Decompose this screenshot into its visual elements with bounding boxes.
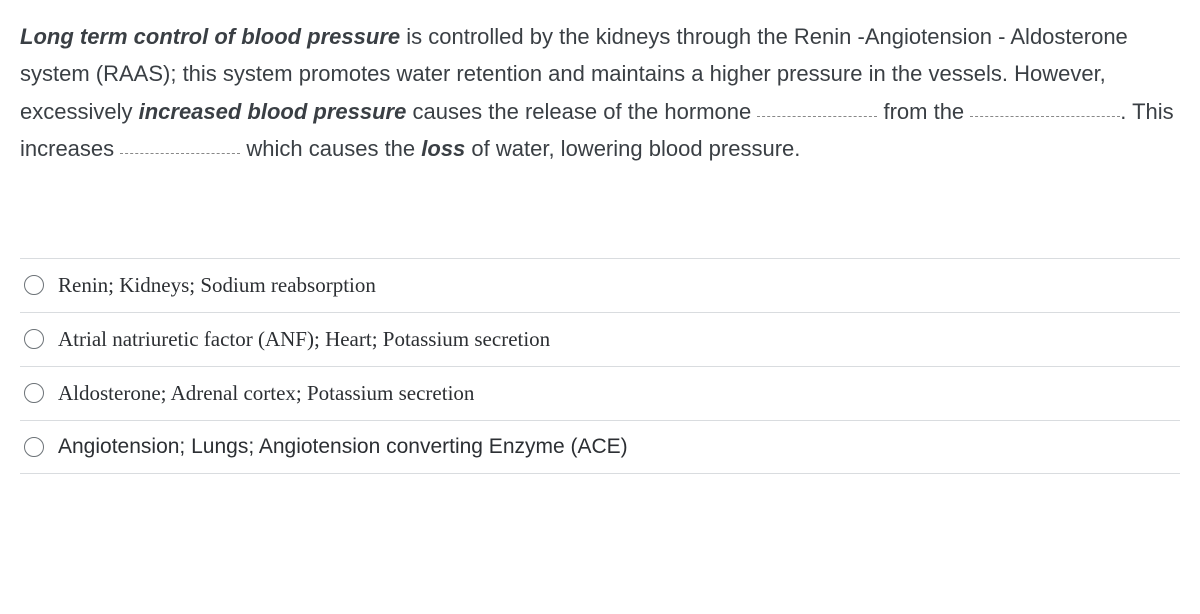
option-row[interactable]: Atrial natriuretic factor (ANF); Heart; …	[20, 313, 1180, 367]
blank-1	[757, 95, 877, 117]
option-row[interactable]: Angiotension; Lungs; Angiotension conver…	[20, 421, 1180, 474]
option-label: Aldosterone; Adrenal cortex; Potassium s…	[58, 381, 474, 406]
radio-icon[interactable]	[24, 275, 44, 295]
stem-text-5: from the	[877, 99, 970, 124]
blank-3	[120, 132, 240, 154]
stem-emph-1: Long term control of blood pressure	[20, 24, 400, 49]
option-row[interactable]: Renin; Kidneys; Sodium reabsorption	[20, 259, 1180, 313]
stem-emph-8: loss	[421, 136, 465, 161]
options-list: Renin; Kidneys; Sodium reabsorption Atri…	[20, 258, 1180, 474]
radio-icon[interactable]	[24, 437, 44, 457]
blank-2	[970, 95, 1120, 117]
option-label: Atrial natriuretic factor (ANF); Heart; …	[58, 327, 550, 352]
option-label: Renin; Kidneys; Sodium reabsorption	[58, 273, 376, 298]
stem-text-7: which causes the	[240, 136, 421, 161]
question-stem: Long term control of blood pressure is c…	[20, 18, 1180, 168]
option-row[interactable]: Aldosterone; Adrenal cortex; Potassium s…	[20, 367, 1180, 421]
option-label: Angiotension; Lungs; Angiotension conver…	[58, 435, 628, 459]
stem-emph-3: increased blood pressure	[139, 99, 407, 124]
radio-icon[interactable]	[24, 383, 44, 403]
stem-text-4: causes the release of the hormone	[406, 99, 757, 124]
radio-icon[interactable]	[24, 329, 44, 349]
stem-text-9: of water, lowering blood pressure.	[465, 136, 800, 161]
